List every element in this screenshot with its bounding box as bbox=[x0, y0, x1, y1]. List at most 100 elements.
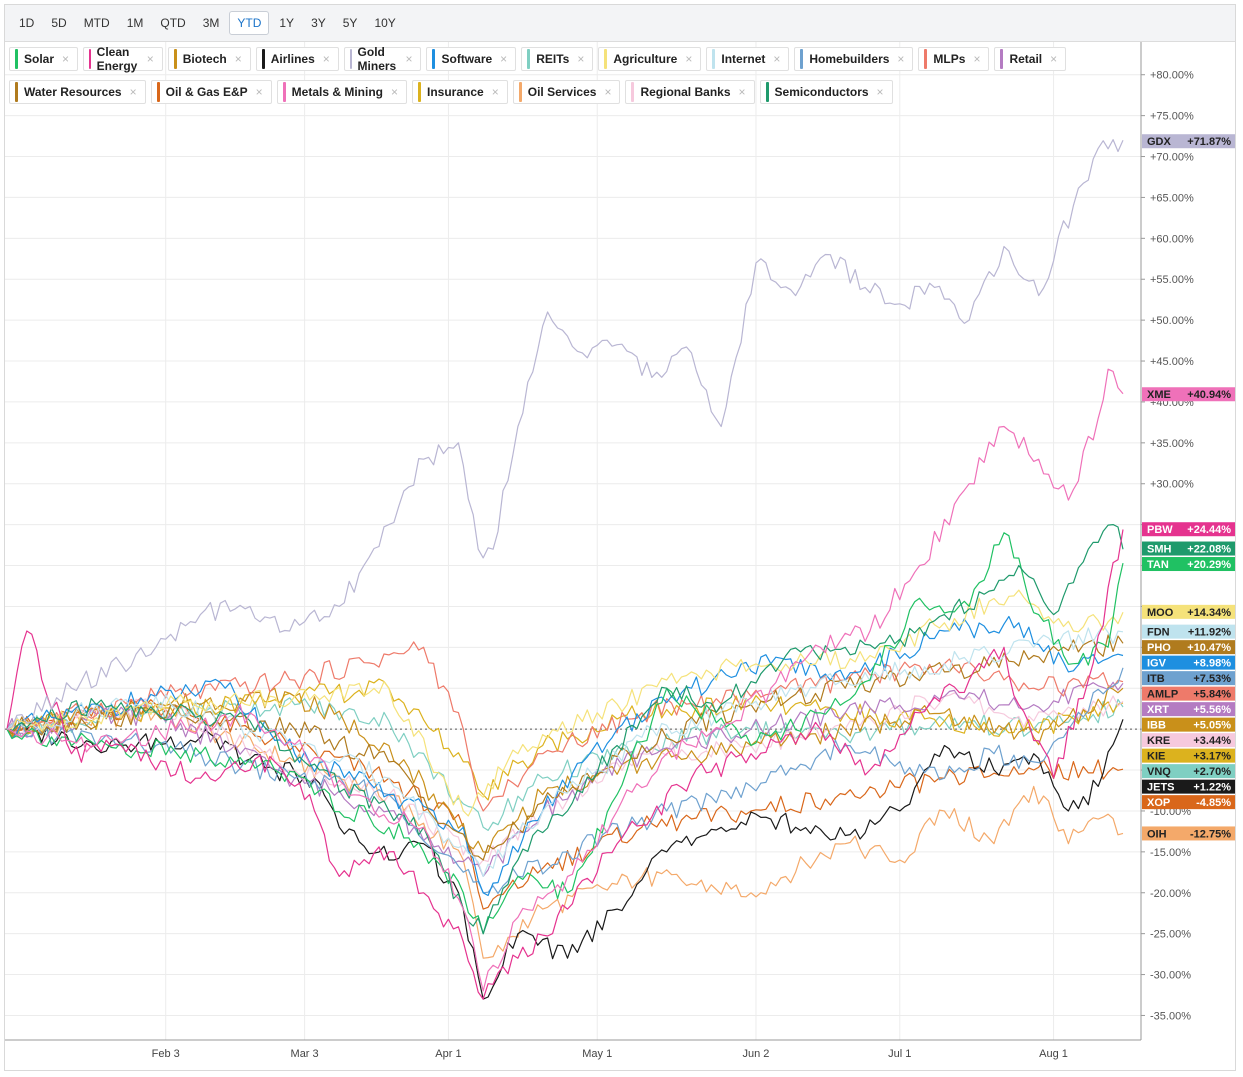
range-button-1y[interactable]: 1Y bbox=[279, 16, 295, 30]
legend-swatch bbox=[527, 49, 531, 69]
legend-label: MLPs bbox=[933, 52, 966, 66]
value-tag-value: +20.29% bbox=[1187, 559, 1231, 571]
range-button-1m[interactable]: 1M bbox=[126, 16, 144, 30]
range-button-5y[interactable]: 5Y bbox=[342, 16, 358, 30]
value-tag-value: +5.05% bbox=[1193, 720, 1231, 732]
range-button-10y[interactable]: 10Y bbox=[374, 16, 396, 30]
close-icon[interactable]: × bbox=[738, 85, 746, 99]
series-line-smh bbox=[6, 524, 1124, 935]
range-button-5d[interactable]: 5D bbox=[51, 16, 67, 30]
legend-swatch bbox=[89, 49, 91, 69]
x-tick-label: Apr 1 bbox=[435, 1048, 461, 1060]
value-tag-bg bbox=[1142, 387, 1235, 402]
value-tag-bg bbox=[1142, 779, 1235, 794]
close-icon[interactable]: × bbox=[322, 52, 330, 66]
close-icon[interactable]: × bbox=[405, 52, 413, 66]
legend-label: Clean Energy bbox=[96, 45, 138, 73]
value-tag-ticker: KIE bbox=[1147, 751, 1165, 763]
legend-chip-insurance[interactable]: Insurance × bbox=[412, 80, 508, 104]
legend-chip-software[interactable]: Software × bbox=[426, 47, 517, 71]
close-icon[interactable]: × bbox=[577, 52, 585, 66]
range-button-3y[interactable]: 3Y bbox=[311, 16, 326, 30]
close-icon[interactable]: × bbox=[62, 52, 70, 66]
value-tag-ticker: FDN bbox=[1147, 627, 1170, 639]
value-tag-ticker: TAN bbox=[1147, 559, 1169, 571]
value-tag-ticker: KRE bbox=[1147, 735, 1170, 747]
legend-chip-semiconductors[interactable]: Semiconductors × bbox=[759, 80, 893, 104]
value-tag-bg bbox=[1142, 733, 1235, 748]
close-icon[interactable]: × bbox=[234, 52, 242, 66]
legend-chip-retail[interactable]: Retail × bbox=[994, 47, 1067, 71]
value-tag-smh: SMH +22.08% bbox=[1142, 541, 1235, 556]
close-icon[interactable]: × bbox=[897, 52, 905, 66]
value-tag-value: +10.47% bbox=[1187, 642, 1231, 654]
legend-chip-regional-banks[interactable]: Regional Banks × bbox=[625, 80, 755, 104]
x-tick-label: Mar 3 bbox=[291, 1048, 319, 1060]
close-icon[interactable]: × bbox=[146, 52, 154, 66]
range-button-qtd[interactable]: QTD bbox=[160, 16, 186, 30]
value-tag-xop: XOP -4.85% bbox=[1142, 795, 1235, 810]
legend-label: Software bbox=[441, 52, 493, 66]
close-icon[interactable]: × bbox=[876, 85, 884, 99]
legend-swatch bbox=[15, 82, 18, 102]
close-icon[interactable]: × bbox=[973, 52, 981, 66]
range-button-1d[interactable]: 1D bbox=[19, 16, 35, 30]
legend-chip-gold-miners[interactable]: Gold Miners × bbox=[343, 45, 422, 73]
legend-label: Internet bbox=[721, 52, 766, 66]
y-tick-label: +75.00% bbox=[1150, 111, 1194, 123]
legend-swatch bbox=[282, 82, 286, 102]
y-tick-label: -25.00% bbox=[1150, 929, 1191, 941]
legend-chip-mlps[interactable]: MLPs × bbox=[918, 47, 990, 71]
legend-chip-internet[interactable]: Internet × bbox=[706, 47, 790, 71]
close-icon[interactable]: × bbox=[685, 52, 693, 66]
close-icon[interactable]: × bbox=[604, 85, 612, 99]
value-tag-xme: XME +40.94% bbox=[1142, 387, 1235, 402]
value-tag-value: +8.98% bbox=[1193, 658, 1231, 670]
legend-chip-oil-gas-e-p[interactable]: Oil & Gas E&P × bbox=[150, 80, 272, 104]
close-icon[interactable]: × bbox=[1050, 52, 1058, 66]
close-icon[interactable]: × bbox=[773, 52, 781, 66]
legend-chip-biotech[interactable]: Biotech × bbox=[167, 47, 251, 71]
value-tag-value: +14.34% bbox=[1187, 607, 1231, 619]
legend-label: Insurance bbox=[427, 85, 484, 99]
legend-chip-solar[interactable]: Solar × bbox=[9, 47, 79, 71]
legend-chip-clean-energy[interactable]: Clean Energy × bbox=[83, 45, 163, 73]
value-tag-bg bbox=[1142, 748, 1235, 763]
close-icon[interactable]: × bbox=[129, 85, 137, 99]
legend-chip-oil-services[interactable]: Oil Services × bbox=[512, 80, 621, 104]
value-tag-kre: KRE +3.44% bbox=[1142, 733, 1235, 748]
legend-swatch bbox=[156, 82, 160, 102]
legend-swatch bbox=[765, 82, 769, 102]
legend-chip-homebuilders[interactable]: Homebuilders × bbox=[794, 47, 914, 71]
series-line-jets bbox=[6, 719, 1124, 1000]
value-tag-value: +40.94% bbox=[1187, 389, 1231, 401]
range-button-ytd[interactable]: YTD bbox=[229, 11, 270, 35]
value-tag-bg bbox=[1142, 764, 1235, 779]
legend-chip-airlines[interactable]: Airlines × bbox=[255, 47, 339, 71]
legend-chip-agriculture[interactable]: Agriculture × bbox=[598, 47, 702, 71]
close-icon[interactable]: × bbox=[500, 52, 508, 66]
value-tag-value: +7.53% bbox=[1193, 673, 1231, 685]
legend-swatch bbox=[173, 49, 177, 69]
value-tag-ticker: XOP bbox=[1147, 797, 1170, 809]
series-line-xrt bbox=[6, 681, 1124, 877]
value-tag-igv: IGV +8.98% bbox=[1142, 655, 1235, 670]
range-button-3m[interactable]: 3M bbox=[202, 16, 220, 30]
value-tag-bg bbox=[1142, 522, 1235, 537]
close-icon[interactable]: × bbox=[491, 85, 499, 99]
close-icon[interactable]: × bbox=[255, 85, 263, 99]
legend-chip-metals-mining[interactable]: Metals & Mining × bbox=[276, 80, 408, 104]
legend-swatch bbox=[261, 49, 265, 69]
value-tag-value: +3.44% bbox=[1193, 735, 1231, 747]
legend-swatch bbox=[924, 49, 928, 69]
close-icon[interactable]: × bbox=[391, 85, 399, 99]
value-tag-oih: OIH -12.75% bbox=[1142, 826, 1235, 841]
x-tick-label: Jun 2 bbox=[742, 1048, 769, 1060]
range-button-mtd[interactable]: MTD bbox=[83, 16, 110, 30]
legend-chip-reits[interactable]: REITs × bbox=[521, 47, 594, 71]
legend-chip-water-resources[interactable]: Water Resources × bbox=[9, 80, 146, 104]
value-tag-bg bbox=[1142, 702, 1235, 717]
legend-label: Metals & Mining bbox=[291, 85, 383, 99]
value-tag-vnq: VNQ +2.70% bbox=[1142, 764, 1235, 779]
value-tag-ticker: MOO bbox=[1147, 607, 1174, 619]
